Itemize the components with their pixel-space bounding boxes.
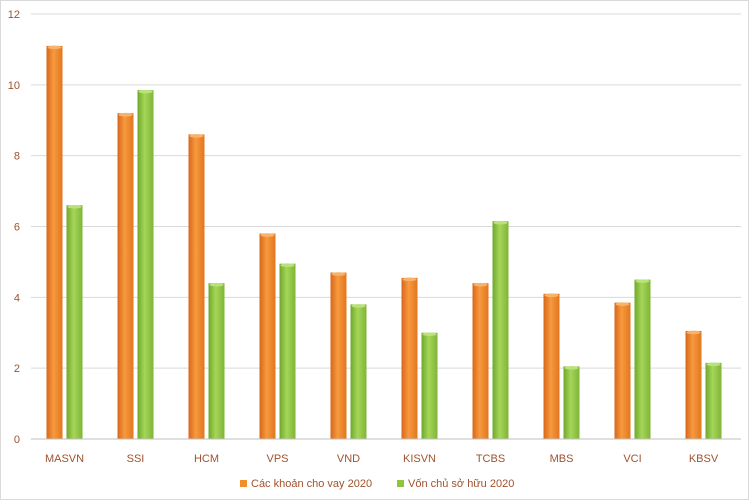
bar-equity-SSI <box>137 90 154 439</box>
bar-equity-KBSV <box>705 362 722 439</box>
bar-cap-equity-VCI <box>635 279 650 283</box>
bar-cap-equity-TCBS <box>493 220 508 225</box>
bar-cap-equity-MBS <box>564 366 579 370</box>
x-tick-label: KBSV <box>689 453 719 465</box>
x-tick-label: HCM <box>194 453 219 465</box>
legend-label-equity: Vốn chủ sở hữu 2020 <box>408 478 514 490</box>
bars <box>46 45 722 440</box>
bar-loans-MASVN <box>46 45 63 439</box>
y-tick-label: 12 <box>8 9 20 21</box>
legend: Các khoản cho vay 2020 Vốn chủ sở hữu 20… <box>240 478 514 490</box>
bar-cap-equity-VND <box>351 304 366 308</box>
y-tick-label: 4 <box>14 292 20 304</box>
bar-loans-MBS <box>543 293 560 439</box>
bar-cap-equity-MASVN <box>67 204 82 209</box>
y-tick-label: 2 <box>14 363 20 375</box>
x-tick-label: SSI <box>127 453 145 465</box>
bar-loans-HCM <box>188 134 205 439</box>
x-tick-label: KISVN <box>403 453 436 465</box>
bar-cap-equity-HCM <box>209 282 224 287</box>
bar-equity-VND <box>350 304 367 439</box>
bar-loans-VPS <box>259 233 276 439</box>
bar-cap-loans-VPS <box>260 233 275 237</box>
bar-equity-VCI <box>634 279 651 439</box>
bar-equity-MASVN <box>66 205 83 439</box>
axes: 0 2 4 6 8 10 12 MASVN SSI HCM VPS VND KISVN TCBS MBS VC… <box>8 9 741 465</box>
x-tick-label: VCI <box>623 453 641 465</box>
bar-cap-loans-KBSV <box>686 330 701 335</box>
bar-loans-KISVN <box>401 277 418 439</box>
bar-cap-equity-KBSV <box>706 362 721 367</box>
bar-cap-loans-HCM <box>189 134 204 138</box>
bar-cap-loans-SSI <box>118 112 133 117</box>
bar-cap-loans-MASVN <box>47 45 62 50</box>
bar-loans-TCBS <box>472 283 489 439</box>
x-tick-label: MBS <box>550 453 574 465</box>
bar-loans-SSI <box>117 113 134 440</box>
legend-swatch-equity <box>397 480 404 487</box>
bar-cap-equity-KISVN <box>422 332 437 337</box>
y-tick-label: 6 <box>14 222 20 234</box>
bar-cap-loans-KISVN <box>402 277 417 282</box>
bar-loans-VND <box>330 272 347 439</box>
legend-label-loans: Các khoản cho vay 2020 <box>251 478 372 490</box>
bar-equity-KISVN <box>421 332 438 439</box>
x-tick-label: TCBS <box>476 453 505 465</box>
x-tick-label: MASVN <box>45 453 84 465</box>
legend-swatch-loans <box>240 480 247 487</box>
y-tick-label: 0 <box>14 434 20 446</box>
bar-loans-VCI <box>614 302 631 439</box>
bar-equity-TCBS <box>492 221 509 439</box>
x-tick-label: VND <box>337 453 360 465</box>
bar-cap-equity-SSI <box>138 89 153 94</box>
y-tick-label: 8 <box>14 151 20 163</box>
bar-cap-loans-VCI <box>615 302 630 306</box>
bar-loans-KBSV <box>685 330 702 439</box>
bar-equity-MBS <box>563 366 580 439</box>
bar-cap-loans-TCBS <box>473 282 488 287</box>
bar-cap-equity-VPS <box>280 263 295 267</box>
bar-cap-loans-VND <box>331 272 346 276</box>
y-tick-label: 10 <box>8 80 20 92</box>
bar-cap-loans-MBS <box>544 293 559 298</box>
bar-equity-HCM <box>208 283 225 439</box>
bar-equity-VPS <box>279 263 296 439</box>
x-tick-label: VPS <box>266 453 288 465</box>
